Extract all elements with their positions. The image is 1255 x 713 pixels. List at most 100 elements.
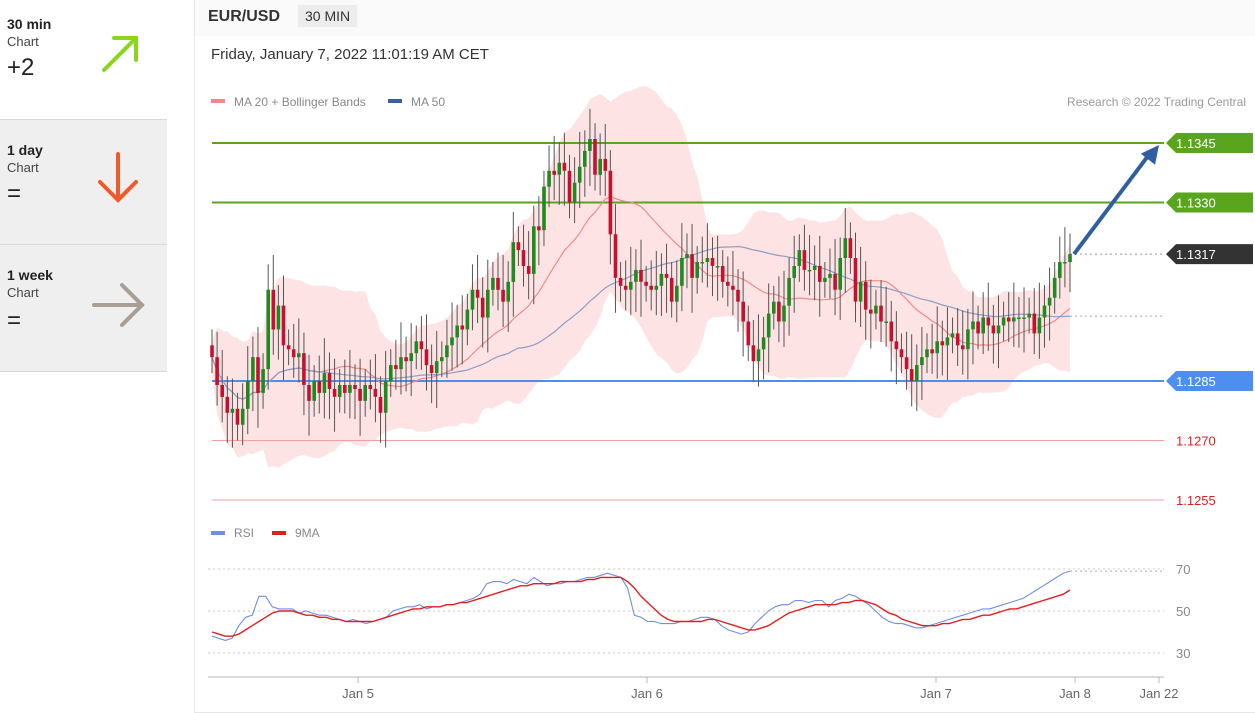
- candle-body: [874, 305, 878, 314]
- level-label-2: 1.1317: [1176, 247, 1216, 262]
- legend-9ma-swatch: [272, 531, 286, 535]
- candle-body: [766, 313, 771, 338]
- chart-credit: Research © 2022 Trading Central: [1067, 95, 1246, 109]
- candle-body: [833, 273, 837, 290]
- candle-body: [904, 357, 909, 370]
- candle-body: [1022, 317, 1026, 319]
- candle-body: [394, 365, 398, 370]
- candle-body: [302, 353, 306, 385]
- candle-body: [848, 238, 853, 258]
- candle-body: [383, 381, 388, 413]
- candle-body: [925, 349, 929, 358]
- candle-body: [705, 258, 710, 262]
- candle-body: [368, 385, 373, 389]
- arrow-down-icon: [98, 152, 138, 203]
- candle-body: [353, 385, 357, 389]
- x-tick-label: Jan 7: [920, 686, 952, 701]
- arrow-right-icon: [92, 283, 145, 327]
- candle-body: [863, 281, 868, 310]
- candle-body: [843, 238, 848, 258]
- level-tag-0: [1166, 133, 1253, 153]
- timeframe-1week[interactable]: 1 week Chart =: [0, 245, 167, 371]
- price-chart: MA 20 + Bollinger Bands MA 50 Research © 2…: [208, 86, 1253, 701]
- timeframe-30min[interactable]: 30 min Chart +2: [0, 0, 167, 124]
- timeframe-period: 1 day: [7, 142, 43, 158]
- x-tick-label: Jan 22: [1139, 686, 1178, 701]
- candle-body: [644, 281, 648, 286]
- candle-body: [1001, 317, 1006, 326]
- rsi-tick-70: 70: [1176, 562, 1190, 577]
- level-label-0: 1.1345: [1176, 136, 1216, 151]
- timeframe-label: Chart: [7, 160, 39, 175]
- legend-9ma-label: 9MA: [295, 526, 320, 540]
- candle-body: [312, 381, 316, 401]
- candle-body: [532, 226, 536, 274]
- candle-body: [327, 373, 332, 389]
- candle-body: [955, 333, 960, 346]
- candle-body: [511, 242, 516, 282]
- candle-body: [291, 349, 296, 358]
- candle-body: [235, 408, 240, 425]
- candle-body: [828, 273, 832, 278]
- arrow-up-right-icon: [102, 36, 138, 72]
- candle-body: [613, 234, 618, 278]
- candle-body: [690, 254, 694, 278]
- candle-body: [884, 321, 888, 323]
- candle-body: [1047, 297, 1052, 306]
- candle-body: [715, 266, 720, 268]
- candle-body: [746, 321, 751, 346]
- candle-body: [889, 321, 894, 342]
- candle-body: [823, 277, 827, 282]
- chart-header: EUR/USD 30 MIN: [195, 0, 1255, 36]
- candle-body: [261, 369, 265, 393]
- candle-body: [378, 396, 383, 413]
- candle-body: [501, 289, 505, 302]
- candle-body: [230, 408, 235, 413]
- candle-body: [1052, 277, 1057, 298]
- candle-body: [455, 325, 459, 338]
- candle-body: [1027, 313, 1031, 318]
- candle-body: [450, 337, 454, 346]
- legend-ma20-swatch: [211, 99, 225, 103]
- candle-body: [424, 349, 429, 366]
- candle-body: [603, 158, 608, 171]
- candle-body: [976, 321, 980, 334]
- candle-body: [756, 349, 761, 362]
- chart-datetime: Friday, January 7, 2022 11:01:19 AM CET: [211, 46, 489, 63]
- candle-body: [542, 186, 546, 231]
- candle-body: [720, 266, 725, 282]
- level-label-5: 1.1255: [1176, 493, 1216, 508]
- timeframe-value: +2: [7, 54, 35, 81]
- candle-body: [858, 281, 863, 302]
- candle-body: [623, 285, 628, 290]
- candle-body: [414, 341, 419, 354]
- timeframe-1day[interactable]: 1 day Chart =: [0, 120, 167, 244]
- candle-body: [516, 242, 521, 251]
- candle-body: [337, 385, 342, 397]
- level-tag-3: [1166, 371, 1253, 391]
- candle-body: [598, 158, 602, 175]
- candle-body: [271, 289, 276, 330]
- candle-body: [557, 162, 562, 175]
- candle-body: [659, 273, 664, 286]
- timeframe-badge[interactable]: 30 MIN: [298, 5, 358, 27]
- candle-body: [210, 345, 214, 358]
- candle-body: [961, 345, 965, 350]
- candle-body: [772, 301, 776, 314]
- candle-body: [399, 357, 403, 370]
- candle-body: [332, 388, 337, 397]
- candle-body: [521, 250, 526, 266]
- candle-body: [879, 305, 883, 322]
- candle-body: [465, 309, 470, 330]
- candle-body: [343, 385, 347, 393]
- candle-body: [577, 166, 582, 183]
- candle-body: [680, 258, 684, 286]
- candle-body: [480, 297, 485, 318]
- candle-body: [537, 226, 541, 231]
- rsi-series-rsi: [211, 570, 1071, 641]
- level-tag-2: [1166, 244, 1253, 265]
- candle-body: [710, 258, 715, 266]
- candle-body: [950, 333, 955, 338]
- candle-body: [807, 269, 812, 272]
- candle-body: [920, 357, 924, 366]
